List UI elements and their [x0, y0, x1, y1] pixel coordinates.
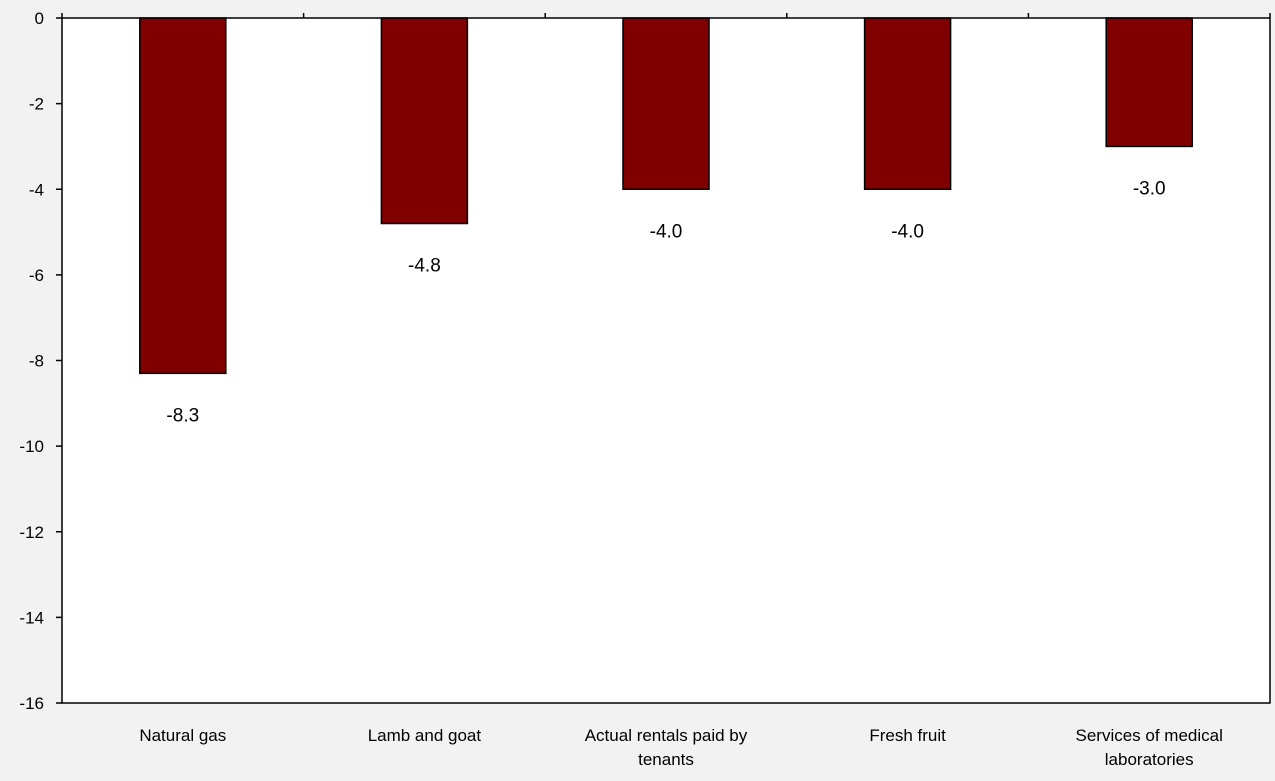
bar-1	[380, 17, 469, 225]
y-tick-label-3: -6	[29, 266, 44, 285]
y-tick-label-6: -12	[19, 523, 44, 542]
y-tick-label-5: -10	[19, 437, 44, 456]
category-label-0-line-0: Natural gas	[139, 726, 226, 745]
data-label-1: -4.8	[408, 256, 441, 277]
y-tick-label-8: -16	[19, 694, 44, 713]
y-tick-label-2: -4	[29, 180, 44, 199]
bar-3	[863, 17, 952, 190]
bar-0	[139, 17, 227, 375]
data-label-0: -8.3	[166, 405, 199, 426]
data-label-3: -4.0	[891, 221, 924, 242]
bar-4	[1105, 17, 1193, 148]
y-tick-label-7: -14	[19, 608, 44, 627]
y-tick-label-1: -2	[29, 95, 44, 114]
category-label-4-line-1: laboratories	[1105, 750, 1194, 769]
category-label-4-line-0: Services of medical	[1076, 726, 1223, 745]
category-label-2-line-0: Actual rentals paid by	[585, 726, 748, 745]
y-tick-label-4: -8	[29, 352, 44, 371]
y-axis: 0 -2 -4 -6 -8 -10 -12 -14 -16	[19, 9, 62, 713]
category-label-3-line-0: Fresh fruit	[869, 726, 946, 745]
bar-2	[622, 17, 710, 190]
bars-group	[139, 17, 1193, 375]
data-label-2: -4.0	[650, 221, 683, 242]
category-label-2-line-1: tenants	[638, 750, 694, 769]
data-labels-group: -8.3 -4.8 -4.0 -4.0 -3.0	[166, 178, 1165, 426]
data-label-4: -3.0	[1133, 178, 1166, 199]
x-axis: Natural gas Lamb and goat Actual rentals p…	[61, 13, 1271, 769]
category-label-1-line-0: Lamb and goat	[368, 726, 482, 745]
y-tick-label-0: 0	[35, 9, 44, 28]
